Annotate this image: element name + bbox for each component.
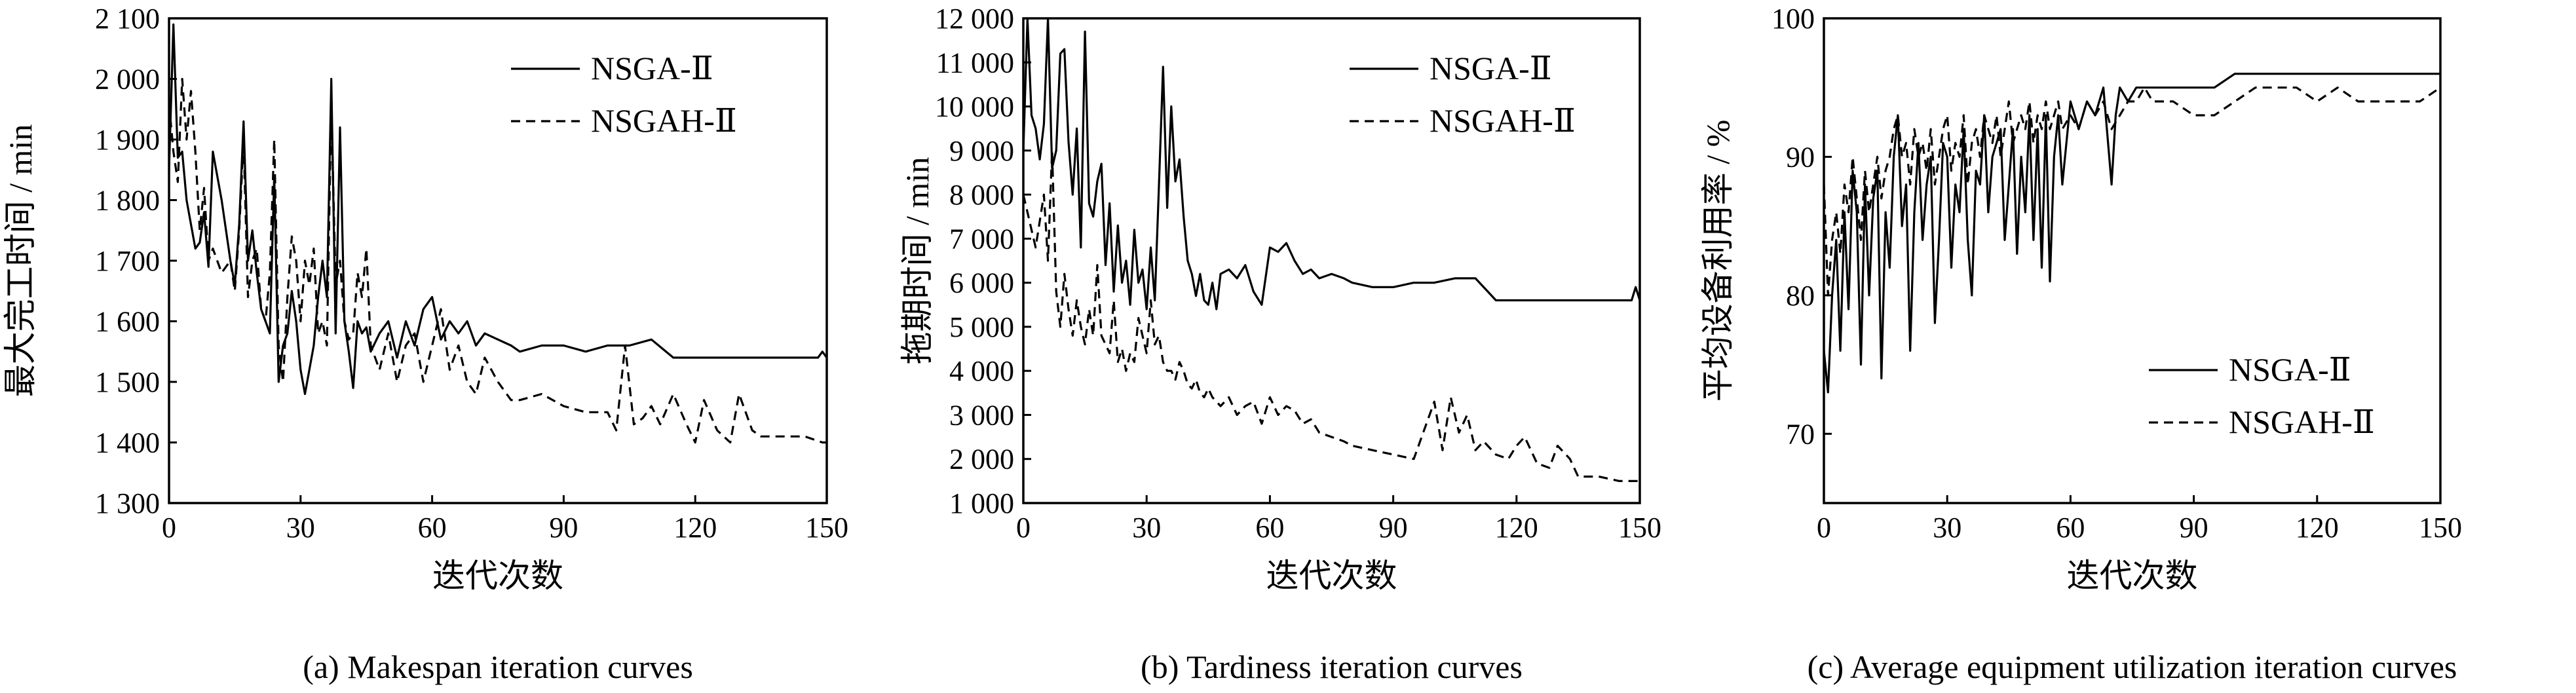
x-axis-label: 迭代次数 — [432, 557, 563, 594]
x-axis-label: 迭代次数 — [2067, 557, 2198, 594]
plot-frame — [168, 17, 828, 504]
x-tick-label: 60 — [2056, 512, 2085, 544]
y-tick-label: 2 000 — [95, 64, 160, 96]
legend-label: NSGAH-Ⅱ — [2229, 403, 2375, 440]
series-line-nsgah-ii — [1823, 86, 2441, 297]
x-tick-label: 30 — [286, 512, 315, 544]
x-tick-label: 60 — [1255, 512, 1284, 544]
y-axis-label: 平均设备利用率 / % — [1699, 120, 1736, 402]
x-tick-label: 0 — [1817, 512, 1831, 544]
utilization-chart: 0 30 60 90 120 150 70 80 90 100 迭代次数 平均设备利用率 / % (c)… — [1699, 3, 2462, 685]
legend-label: NSGAH-Ⅱ — [591, 102, 737, 139]
series-line-nsgah-ii — [168, 77, 827, 444]
y-tick-label: 6 000 — [949, 267, 1014, 299]
y-tick-label: 9 000 — [949, 135, 1014, 167]
makespan-chart: 0 30 60 90 120 150 1 300 1 400 1 500 1 600 1 700 1 … — [2, 3, 848, 685]
y-tick-label: 1 900 — [95, 124, 160, 156]
x-tick-label: 120 — [1495, 512, 1538, 544]
plot-frame — [1823, 17, 2442, 504]
x-tick-label: 0 — [162, 512, 176, 544]
x-axis-label: 迭代次数 — [1266, 557, 1397, 594]
series-line-nsga-ii — [1022, 17, 1641, 310]
x-tick-label: 150 — [1618, 512, 1661, 544]
x-tick-label: 60 — [418, 512, 447, 544]
x-tick-label: 120 — [2296, 512, 2339, 544]
x-tick-label: 90 — [549, 512, 578, 544]
plot-frame — [1022, 17, 1641, 504]
y-tick-label: 2 000 — [949, 443, 1014, 476]
chart-caption: (a) Makespan iteration curves — [303, 648, 693, 685]
y-tick-label: 12 000 — [935, 3, 1014, 35]
y-tick-label: 3 000 — [949, 399, 1014, 431]
series-line-nsga-ii — [1823, 72, 2440, 394]
tardiness-chart: 0 30 60 90 120 150 1 000 2 000 3 000 4 000 5 000 6 … — [899, 3, 1661, 685]
y-axis-label: 拖期时间 / min — [899, 157, 936, 365]
y-tick-label: 11 000 — [936, 47, 1014, 79]
y-tick-label: 1 600 — [95, 306, 160, 338]
y-tick-label: 10 000 — [935, 91, 1014, 123]
legend-label: NSGA-Ⅱ — [591, 50, 713, 86]
x-tick-label: 150 — [805, 512, 848, 544]
y-tick-label: 90 — [1786, 141, 1815, 173]
y-tick-label: 7 000 — [949, 223, 1014, 255]
x-tick-label: 150 — [2419, 512, 2462, 544]
y-tick-label: 1 000 — [949, 487, 1014, 519]
y-tick-label: 100 — [1771, 3, 1815, 35]
x-tick-label: 120 — [673, 512, 717, 544]
series-line-nsga-ii — [168, 23, 828, 396]
y-tick-label: 2 100 — [95, 3, 160, 35]
legend-label: NSGAH-Ⅱ — [1430, 102, 1576, 139]
y-axis-label: 最大完工时间 / min — [2, 124, 39, 398]
x-tick-label: 30 — [1132, 512, 1161, 544]
y-tick-label: 5 000 — [949, 311, 1014, 343]
y-tick-label: 4 000 — [949, 355, 1014, 387]
series-line-nsgah-ii — [1022, 149, 1640, 483]
y-tick-label: 1 300 — [95, 487, 160, 519]
y-tick-label: 1 400 — [95, 427, 160, 459]
y-tick-label: 1 800 — [95, 185, 160, 217]
y-tick-label: 80 — [1786, 280, 1815, 312]
y-tick-label: 8 000 — [949, 179, 1014, 211]
chart-caption: (b) Tardiness iteration curves — [1141, 648, 1523, 685]
x-tick-label: 0 — [1016, 512, 1031, 544]
legend-label: NSGA-Ⅱ — [2229, 351, 2351, 388]
legend-label: NSGA-Ⅱ — [1430, 50, 1552, 86]
x-tick-label: 30 — [1933, 512, 1961, 544]
x-tick-label: 90 — [2180, 512, 2208, 544]
x-tick-label: 90 — [1379, 512, 1408, 544]
y-tick-label: 1 500 — [95, 366, 160, 398]
y-tick-label: 1 700 — [95, 245, 160, 277]
y-tick-label: 70 — [1786, 418, 1815, 450]
chart-caption: (c) Average equipment utilization iterat… — [1808, 648, 2457, 685]
